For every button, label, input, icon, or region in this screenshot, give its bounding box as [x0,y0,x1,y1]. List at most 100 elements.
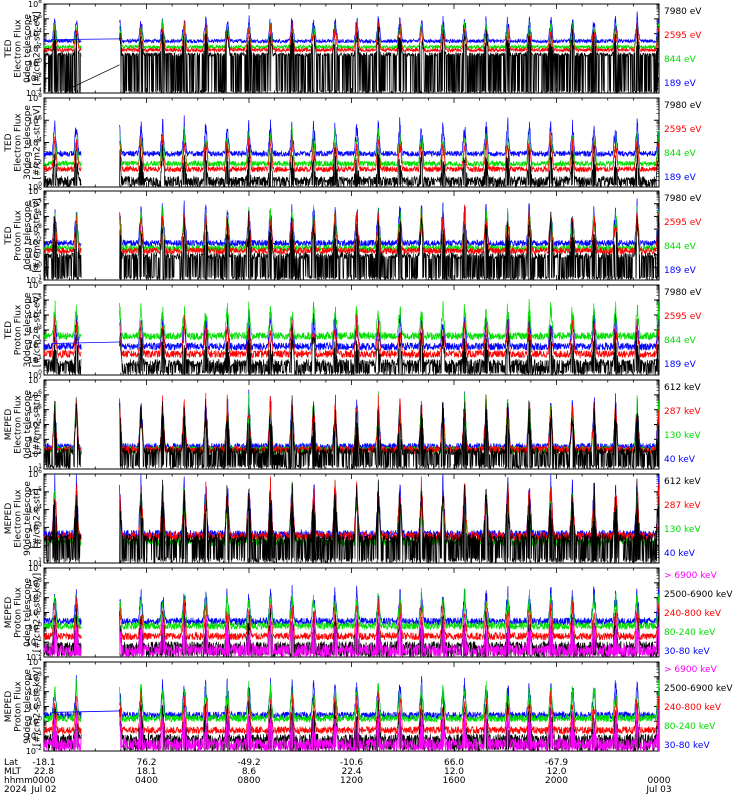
legend-entry: 612 keV [664,477,701,487]
footer-row-label: 2024 [4,785,27,795]
legend-entry: 130 keV [664,525,701,535]
y-tick-label: 103 [28,577,42,588]
series-green [43,678,660,724]
y-tick-label: 101 [28,249,42,260]
y-tick-label: 108 [28,92,42,103]
y-tick-label: 104 [28,210,42,221]
legend-entry: 30-80 keV [664,741,710,751]
footer-tick-label: 1600 [443,776,466,786]
legend-entry: 189 eV [664,173,697,183]
y-tick-label: 10-2 [26,651,42,662]
legend-entry: 844 eV [664,149,697,159]
y-axis-label: TEDProton Flux30deg telescope[#/cm2-s-st… [4,292,43,367]
footer-tick-label: 12.0 [444,767,464,777]
y-tick-label: 106 [28,279,42,290]
series-black [43,395,660,470]
y-tick-label: 101 [28,354,42,365]
gap-bridge-blue [51,341,120,344]
legend-entry: 844 eV [664,336,697,346]
y-tick-label: 104 [28,562,42,573]
legend-entry: 7980 eV [664,194,702,204]
y-tick-label: 101 [28,701,42,712]
y-tick-label: 104 [28,137,42,148]
legend-entry: 40 keV [664,455,696,465]
footer-tick-label: 76.2 [136,758,156,768]
legend-entry: 189 eV [664,79,697,89]
series-green [43,298,660,341]
footer-tick-label: 1200 [340,776,363,786]
y-axis-label: MEPEDElectron Flux0deg telescope[#/cm2-s… [4,390,43,460]
series-black [43,25,660,95]
series-red [44,204,660,256]
y-axis-label: MEPEDProton Flux90deg telescope[#/cm2-s-… [4,667,43,746]
y-tick-label: 103 [28,223,42,234]
series-green [43,391,660,455]
legend-entry: > 6900 keV [664,665,718,675]
series-green [43,587,660,631]
y-tick-label: 101 [28,557,42,568]
y-tick-label: 102 [28,539,42,550]
footer-tick-label: 0400 [135,776,158,786]
series-black [43,479,660,564]
legend-entry: 287 keV [664,407,701,417]
series-blue [43,198,660,248]
footer-tick-label: Jul 02 [30,785,56,795]
series-black [43,144,660,189]
y-tick-label: 10-2 [26,72,42,83]
y-tick-label: 10-1 [26,636,42,647]
gap-bridge-black [69,64,120,89]
panel-frame [43,97,660,188]
y-tick-label: 105 [28,486,42,497]
legend-entry: 2595 eV [664,312,702,322]
legend-entry: 7980 eV [664,288,702,298]
footer-tick-label: -10.6 [340,758,364,768]
y-tick-label: 105 [28,198,42,209]
y-axis-label: MEPEDProton Flux0deg telescope[#/cm2-s-s… [4,573,43,652]
y-tick-label: 103 [28,671,42,682]
series-blue [43,389,660,452]
y-tick-label: 104 [28,309,42,320]
series-blue [43,308,660,352]
footer-tick-label: -67.9 [545,758,569,768]
y-tick-label: 102 [28,339,42,350]
y-tick-label: 105 [28,294,42,305]
y-tick-label: 106 [28,13,42,24]
series-blue [43,11,660,45]
footer-tick-label: 18.1 [136,767,156,777]
legend-entry: 7980 eV [664,101,702,111]
y-axis-label: TEDElectron Flux30deg telescope[#/cm2-s-… [4,105,43,180]
y-tick-label: 106 [28,468,42,479]
series-red [43,596,660,641]
footer-tick-label: 22.8 [34,767,54,777]
y-tick-label: 102 [28,236,42,247]
legend-entry: 612 keV [664,383,701,393]
y-axis-label: TEDProton Flux0deg telescope[#/cm2-s-str… [4,198,43,273]
y-tick-label: 10-2 [26,745,42,756]
y-tick-label: 102 [28,448,42,459]
series-black [43,327,660,376]
legend-entry: 2595 eV [664,31,702,41]
legend-entry: 240-800 keV [664,703,722,713]
series-magenta [43,611,660,658]
y-tick-label: 100 [28,181,42,192]
y-tick-label: 100 [28,261,42,272]
y-tick-label: 105 [28,404,42,415]
y-tick-label: 102 [28,592,42,603]
legend-entry: 189 eV [664,360,697,370]
y-tick-label: 104 [28,419,42,430]
legend-entry: 2595 eV [664,125,702,135]
y-axis-label: TEDElectron Flux0deg telescope[#/cm2-s-s… [4,11,43,86]
legend-entry: 80-240 keV [664,722,716,732]
footer-tick-label: 12.0 [546,767,566,777]
series-blue [43,675,660,721]
y-tick-label: 104 [28,504,42,515]
series-green [43,19,660,51]
y-tick-label: 108 [28,0,42,9]
y-tick-label: 103 [28,324,42,335]
series-blue [43,115,660,158]
legend-entry: 189 eV [664,266,697,276]
legend-entry: 130 keV [664,431,701,441]
y-tick-label: 10-1 [26,730,42,741]
legend-entry: 30-80 keV [664,647,710,657]
legend-entry: 844 eV [664,242,697,252]
